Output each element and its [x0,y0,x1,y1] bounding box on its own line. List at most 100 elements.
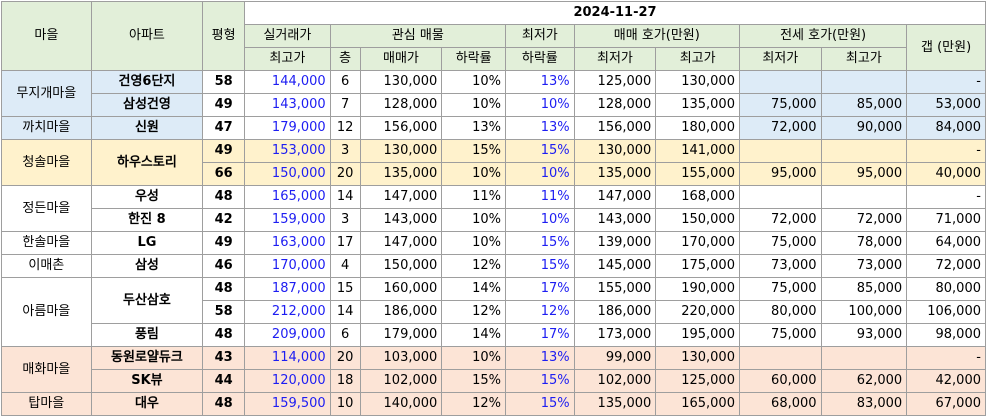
jeonse-min-cell [738,346,822,370]
jeonse-max-cell [820,346,908,370]
drop-rate-cell: 10% [441,208,506,232]
header-sale-min: 최저가 [573,47,657,71]
jeonse-min-cell: 80,000 [738,300,822,324]
apartment-name: 삼성 [90,254,204,278]
sale-price-cell: 143,000 [359,208,443,232]
sale-max-cell: 175,000 [655,254,740,278]
actual-trade-cell: 163,000 [244,231,331,255]
header-village: 마을 [1,1,92,71]
floor-cell: 4 [329,254,361,278]
jeonse-max-cell: 62,000 [820,369,908,393]
table-row: 청솔마을 하우스토리 49 153,000 3 130,000 15% 15% … [1,139,986,186]
sale-price-cell: 156,000 [359,116,443,140]
min-drop-cell: 10% [505,93,575,117]
jeonse-max-cell: 73,000 [820,254,908,278]
min-drop-cell: 13% [505,70,575,94]
jeonse-min-cell: 68,000 [738,392,822,416]
apartment-name: 두산삼호 [90,277,204,324]
gap-cell: 64,000 [906,231,986,255]
pyeong-cell: 46 [202,254,246,278]
apartment-name: 건영6단지 [90,70,204,94]
sale-min-cell: 128,000 [573,93,657,117]
sale-price-cell: 102,000 [359,369,443,393]
apartment-name: SK뷰 [90,369,204,393]
village-imaechon: 이매촌 [1,254,92,278]
village-cheongsol: 청솔마을 [1,139,92,186]
jeonse-max-cell: 83,000 [820,392,908,416]
header-date: 2024-11-27 [244,1,986,25]
jeonse-max-cell: 93,000 [820,323,908,347]
floor-cell: 6 [329,323,361,347]
sale-max-cell: 155,000 [655,162,740,186]
gap-cell: 40,000 [906,162,986,186]
pyeong-cell: 44 [202,369,246,393]
sale-min-cell: 99,000 [573,346,657,370]
sale-max-cell: 180,000 [655,116,740,140]
jeonse-max-cell: 78,000 [820,231,908,255]
min-drop-cell: 15% [505,231,575,255]
jeonse-max-cell [820,70,908,94]
floor-cell: 6 [329,70,361,94]
header-jeonse-min: 최저가 [738,47,822,71]
sale-price-cell: 135,000 [359,162,443,186]
gap-cell: 80,000 [906,277,986,301]
sale-min-cell: 147,000 [573,185,657,209]
jeonse-max-cell: 72,000 [820,208,908,232]
table-row: 무지개마을 건영6단지 58 144,000 6 130,000 10% 13%… [1,70,986,117]
header-actual-trade: 실거래가 [244,24,331,48]
floor-cell: 12 [329,116,361,140]
gap-cell: 53,000 [906,93,986,117]
apartment-name: 삼성건영 [90,93,204,117]
sale-max-cell: 135,000 [655,93,740,117]
gap-cell: 71,000 [906,208,986,232]
drop-rate-cell: 12% [441,392,506,416]
pyeong-cell: 48 [202,277,246,301]
header-apartment: 아파트 [90,1,204,71]
gap-cell: - [906,70,986,94]
actual-trade-cell: 153,000 [244,139,331,163]
pyeong-cell: 58 [202,300,246,324]
actual-trade-cell: 150,000 [244,162,331,186]
drop-rate-cell: 10% [441,93,506,117]
pyeong-cell: 49 [202,231,246,255]
gap-cell: - [906,185,986,209]
floor-cell: 20 [329,346,361,370]
min-drop-cell: 13% [505,116,575,140]
gap-cell: 84,000 [906,116,986,140]
sale-max-cell: 130,000 [655,70,740,94]
jeonse-min-cell [738,70,822,94]
pyeong-cell: 48 [202,323,246,347]
pyeong-cell: 58 [202,70,246,94]
sale-price-cell: 128,000 [359,93,443,117]
gap-cell: 98,000 [906,323,986,347]
jeonse-min-cell: 95,000 [738,162,822,186]
sale-min-cell: 102,000 [573,369,657,393]
header-jeonse-quote: 전세 호가(만원) [738,24,908,48]
header-sale-price: 매매가 [359,47,443,71]
actual-trade-cell: 120,000 [244,369,331,393]
drop-rate-cell: 10% [441,346,506,370]
table-row: 풍림 48 209,000 6 179,000 14% 17% 173,000 … [2,323,986,347]
apartment-name: 하우스토리 [90,139,204,186]
gap-cell: 106,000 [906,300,986,324]
header-pyeong: 평형 [202,1,246,71]
header-drop-rate: 하락률 [441,47,506,71]
sale-max-cell: 220,000 [655,300,740,324]
header-interest-group: 관심 매물 [329,24,507,48]
sale-max-cell: 170,000 [655,231,740,255]
floor-cell: 10 [329,392,361,416]
drop-rate-cell: 14% [441,323,506,347]
actual-trade-cell: 143,000 [244,93,331,117]
sale-min-cell: 135,000 [573,162,657,186]
sale-max-cell: 190,000 [655,277,740,301]
sale-price-cell: 160,000 [359,277,443,301]
pyeong-cell: 47 [202,116,246,140]
sale-min-cell: 145,000 [573,254,657,278]
min-drop-cell: 15% [505,392,575,416]
floor-cell: 15 [329,277,361,301]
jeonse-max-cell: 90,000 [820,116,908,140]
drop-rate-cell: 12% [441,254,506,278]
actual-trade-cell: 212,000 [244,300,331,324]
